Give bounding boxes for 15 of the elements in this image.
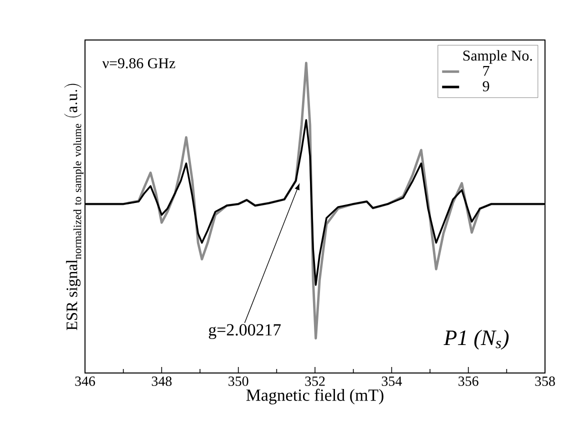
x-tick-label: 352 xyxy=(305,376,325,386)
x-tick-label: 346 xyxy=(75,376,96,386)
x-tick-label: 356 xyxy=(458,376,478,386)
x-axis-title: Magnetic field (mT) xyxy=(246,388,384,404)
x-tick-label: 354 xyxy=(382,376,402,386)
x-tick-label: 358 xyxy=(535,376,555,386)
annotation: g=2.00217 xyxy=(208,324,281,340)
x-tick-label: 348 xyxy=(152,376,172,386)
legend-label: 9 xyxy=(482,81,490,92)
legend-label: 7 xyxy=(483,66,490,76)
y-axis-title: $\mathrm{ESR\ signal}_{\mathrm{normalized\ to\ sample\ volume}}\ \mathrm{(a.u.)}$ xyxy=(64,84,84,330)
annotation: P1 (N$_{s}$) xyxy=(444,330,509,350)
x-tick-label: 350 xyxy=(228,376,248,386)
legend-title: Sample No. xyxy=(463,50,532,64)
annotation: ν=9.86 GHz xyxy=(102,58,176,68)
